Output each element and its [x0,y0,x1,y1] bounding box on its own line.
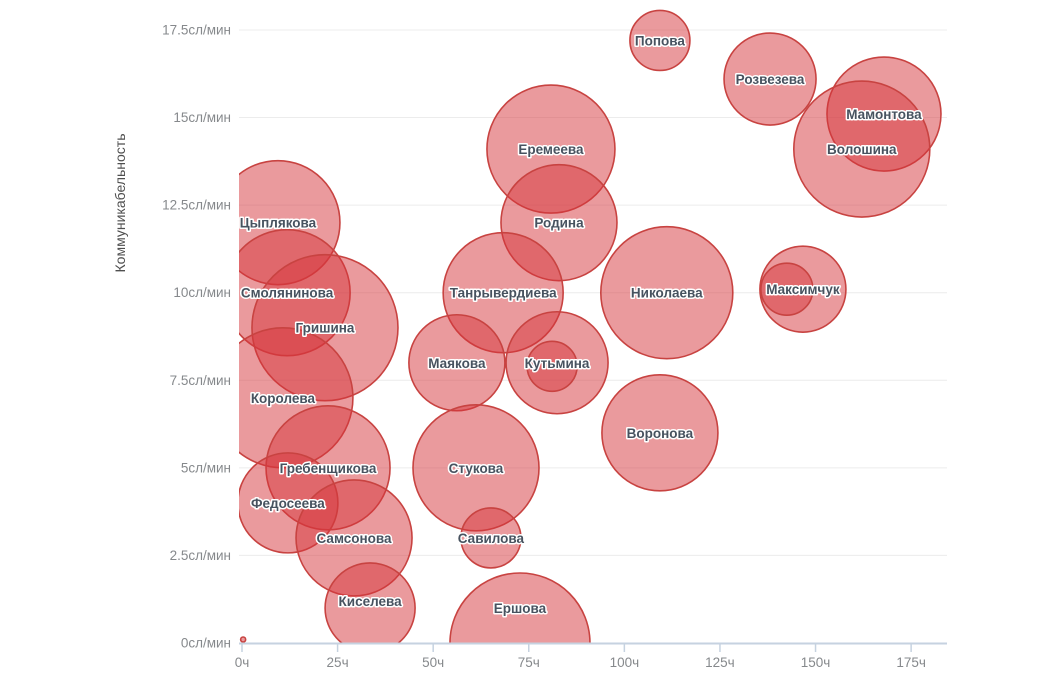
bubble-label: Федосеева [251,496,325,511]
bubble-label: Кутьмина [525,356,590,371]
bubble-label: Маякова [428,356,486,371]
bubble[interactable] [526,340,578,393]
y-tick-label: 0сл/мин [181,636,231,651]
y-tick-label: 12.5сл/мин [162,198,231,213]
y-tick-label: 5сл/мин [181,460,231,475]
y-tick-label: 10сл/мин [173,285,231,300]
bubble[interactable] [601,374,719,492]
bubble-label: Родина [534,216,584,231]
x-tick-label: 175ч [896,655,926,670]
bubble-label: Киселева [339,594,403,609]
bubble-label: Танрывердиева [450,286,557,301]
x-tick-label: 75ч [518,655,540,670]
y-axis: 0сл/мин 2.5сл/мин 5сл/мин 7.5сл/мин 10сл/мин… [112,22,231,650]
x-tick-label: 125ч [705,655,735,670]
bubble-series [239,9,942,653]
x-tick-label: 0ч [235,655,250,670]
bubble[interactable] [600,225,734,360]
y-tick-label: 7.5сл/мин [170,373,231,388]
bubble-label: Николаева [631,286,703,301]
x-tick-label: 25ч [327,655,349,670]
bubble[interactable] [760,262,814,316]
bubble-label: Еремеева [518,142,584,157]
bubble-label: Самсонова [317,531,393,546]
bubble-label: Гребенщикова [280,461,377,476]
bubble-label: Цыплякова [240,216,317,231]
bubble-label: Попова [635,33,685,48]
bubble-label: Савилова [458,531,525,546]
x-tick-label: 150ч [801,655,831,670]
bubble-label: Воронова [627,426,694,441]
y-tick-label: 2.5сл/мин [170,548,231,563]
bubble-labels: Попова Розвезева Мамонтова Волошина Еремеева… [238,32,923,618]
bubble[interactable] [460,507,522,569]
bubble-label: Волошина [827,142,897,157]
x-tick-label: 50ч [422,655,444,670]
bubble-label: Гришина [296,321,355,336]
bubble[interactable] [239,636,247,643]
bubble-label: Максимчук [766,282,840,297]
x-tick-label: 100ч [610,655,640,670]
y-tick-label: 15сл/мин [173,110,231,125]
bubble[interactable] [629,9,691,72]
bubble-label: Мамонтова [846,107,922,122]
bubble[interactable] [324,562,416,653]
x-axis: 0ч 25ч 50ч 75ч 100ч 125ч 150ч 175ч [235,642,947,670]
bubble-label: Стукова [449,461,504,476]
y-axis-title: Коммуникабельность [112,134,128,273]
bubble-label: Королева [251,391,316,406]
y-tick-label: 17.5сл/мин [162,22,231,37]
bubble-label: Смолянинова [241,286,334,301]
bubble-label: Розвезева [736,72,805,87]
bubble[interactable] [723,32,817,126]
bubble-label: Ершова [494,601,547,616]
bubble[interactable] [793,80,931,218]
